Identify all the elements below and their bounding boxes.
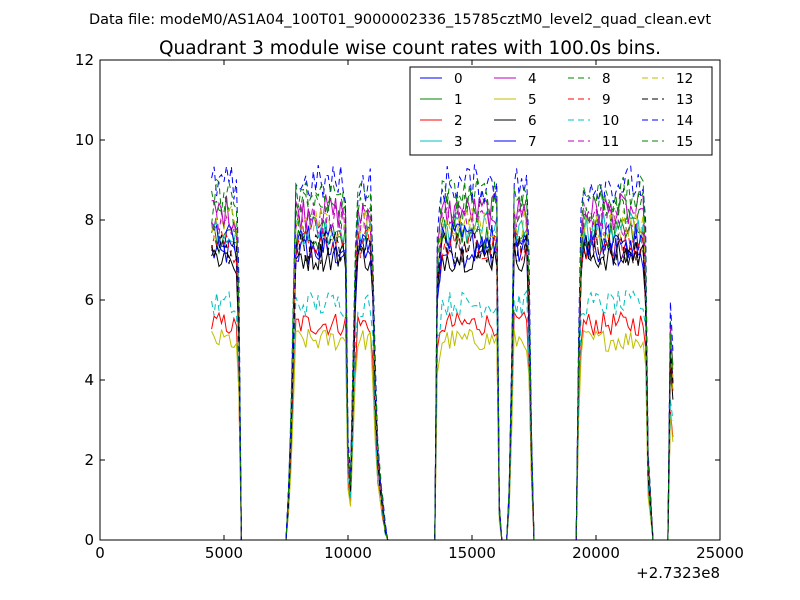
y-tick-label: 8 [84, 211, 94, 229]
legend-label-12: 12 [676, 71, 693, 87]
legend-label-14: 14 [676, 113, 693, 129]
legend-label-8: 8 [602, 71, 611, 87]
chart-title: Quadrant 3 module wise count rates with … [159, 38, 661, 59]
y-tick-label: 10 [75, 131, 94, 149]
y-tick-label: 12 [75, 51, 94, 69]
series-line-15 [211, 175, 674, 540]
legend-label-11: 11 [602, 134, 619, 150]
x-tick-label: 10000 [324, 544, 372, 562]
legend-label-5: 5 [528, 92, 537, 108]
x-tick-label: 20000 [572, 544, 620, 562]
series-line-7 [211, 223, 674, 540]
series-line-9 [211, 226, 674, 540]
legend-label-2: 2 [454, 113, 463, 129]
x-tick-label: 0 [95, 544, 105, 562]
series-line-0 [211, 233, 674, 540]
file-label: Data file: modeM0/AS1A04_100T01_90000023… [89, 12, 711, 28]
series-line-5 [211, 328, 674, 540]
series-line-12 [211, 205, 674, 540]
series-line-8 [211, 190, 674, 540]
legend-label-3: 3 [454, 134, 463, 150]
legend-box [409, 66, 713, 156]
series-line-2 [211, 310, 674, 540]
x-offset-label: +2.7323e8 [636, 564, 720, 582]
series-line-13 [211, 230, 674, 540]
y-tick-label: 6 [84, 291, 94, 309]
x-tick-label: 5000 [205, 544, 243, 562]
legend-label-4: 4 [528, 71, 537, 87]
legend-label-1: 1 [454, 92, 463, 108]
legend-label-7: 7 [528, 134, 537, 150]
legend-label-9: 9 [602, 92, 611, 108]
series-line-6 [211, 240, 674, 540]
y-tick-label: 0 [84, 531, 94, 549]
legend-label-15: 15 [676, 134, 693, 150]
y-tick-label: 2 [84, 451, 94, 469]
legend-label-13: 13 [676, 92, 693, 108]
x-tick-label: 15000 [448, 544, 496, 562]
x-tick-label: 25000 [696, 544, 744, 562]
legend-label-6: 6 [528, 113, 537, 129]
legend-label-0: 0 [454, 71, 463, 87]
series-line-10 [211, 289, 674, 540]
series-layer [211, 164, 674, 540]
legend-label-10: 10 [602, 113, 619, 129]
series-line-1 [211, 217, 674, 540]
y-tick-label: 4 [84, 371, 94, 389]
